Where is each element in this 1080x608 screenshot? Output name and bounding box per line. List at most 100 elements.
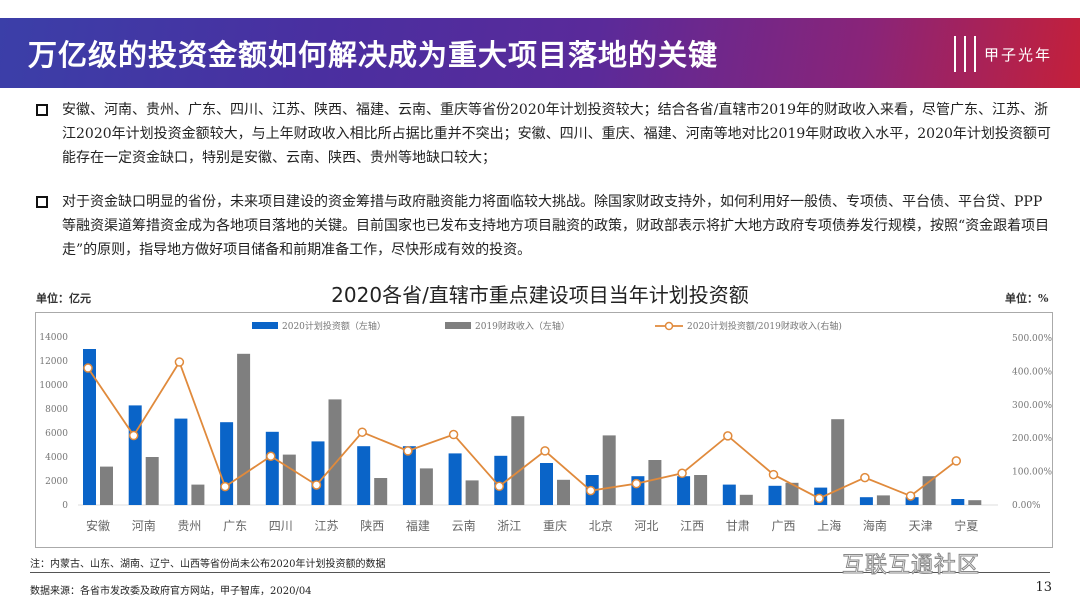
right-tick-label: 500.00%	[1012, 334, 1052, 344]
bar-2020-plan	[448, 453, 462, 505]
bar-2019-revenue	[831, 419, 845, 505]
left-tick-label: 6000	[45, 429, 68, 439]
bar-2020-plan	[540, 463, 553, 505]
legend-label: 2020计划投资额（左轴）	[282, 320, 386, 332]
category-label: 云南	[452, 518, 476, 533]
chart-frame	[35, 312, 1053, 548]
ratio-point	[768, 469, 779, 480]
category-label: 河北	[634, 519, 658, 533]
logo: 甲子光年	[953, 36, 1052, 72]
title-banner: 万亿级的投资金额如何解决成为重大项目落地的关键 甲子光年	[0, 18, 1080, 88]
checkbox-bullet-icon	[36, 196, 48, 208]
logo-text: 甲子光年	[983, 45, 1052, 64]
legend-label: 2019财政收入（左轴）	[475, 320, 570, 332]
ratio-point	[128, 430, 139, 441]
slide-title: 万亿级的投资金额如何解决成为重大项目落地的关键	[28, 38, 719, 72]
bar-2019-revenue	[237, 353, 251, 505]
category-label: 海南	[863, 518, 887, 533]
left-tick-label: 8000	[45, 405, 68, 415]
bullet-2: 对于资金缺口明显的省份，未来项目建设的资金筹措与政府融资能力将面临较大挑战。除国…	[36, 190, 1056, 262]
category-label: 安徽	[86, 518, 110, 533]
bar-2020-plan	[128, 405, 142, 505]
bar-2019-revenue	[694, 475, 708, 505]
ratio-point	[311, 480, 322, 490]
bar-2019-revenue	[922, 476, 936, 505]
bar-2019-revenue	[100, 466, 113, 505]
left-tick-label: 4000	[45, 453, 68, 463]
bar-2019-revenue	[328, 399, 342, 505]
category-label: 宁夏	[954, 518, 978, 533]
ratio-point	[814, 493, 824, 504]
category-label: 天津	[909, 519, 933, 533]
bar-2020-plan	[265, 431, 279, 505]
left-tick-label: 14000	[39, 333, 68, 343]
ratio-point	[723, 431, 733, 441]
legend-label: 2020计划投资额/2019财政收入(右轴)	[687, 320, 842, 332]
bullet-1: 安徽、河南、贵州、广东、四川、江苏、陕西、福建、云南、重庆等省份2020年计划投…	[36, 98, 1056, 170]
ratio-point	[83, 363, 93, 373]
bar-2020-plan	[220, 422, 234, 505]
left-unit-label: 单位：亿元	[36, 292, 91, 305]
ratio-point	[860, 472, 870, 483]
divider	[30, 572, 1050, 573]
category-label: 北京	[589, 519, 613, 533]
bar-2019-revenue	[968, 500, 982, 505]
bar-2019-revenue	[145, 457, 159, 505]
ratio-point	[266, 451, 276, 461]
category-label: 重庆	[543, 519, 567, 533]
bar-2020-plan	[722, 484, 736, 505]
category-label: 江西	[680, 519, 704, 533]
footnote: 注：内蒙古、山东、湖南、辽宁、山西等省份尚未公布2020年计划投资额的数据	[30, 559, 386, 570]
bar-2020-plan	[357, 446, 371, 505]
bar-2019-revenue	[419, 468, 433, 505]
bar-2019-revenue	[648, 460, 662, 505]
bar-2020-plan	[859, 497, 873, 505]
ratio-point	[585, 485, 596, 496]
bar-2020-plan	[951, 499, 965, 505]
bar-2019-revenue	[876, 495, 890, 505]
bar-2019-revenue	[557, 479, 570, 505]
legend-swatch-2019-revenue	[445, 322, 471, 329]
ratio-point	[220, 481, 230, 492]
bar-2019-revenue	[282, 454, 296, 505]
bullet-text: 对于资金缺口明显的省份，未来项目建设的资金筹措与政府融资能力将面临较大挑战。除国…	[62, 194, 1050, 258]
bar-2020-plan	[677, 476, 691, 505]
bar-2020-plan	[768, 485, 782, 505]
ratio-point	[631, 478, 642, 489]
ratio-point	[448, 429, 459, 440]
bar-2020-plan	[174, 418, 188, 505]
ratio-point	[174, 357, 185, 367]
bar-2019-revenue	[465, 480, 479, 505]
category-label: 贵州	[177, 519, 201, 533]
ratio-point	[403, 446, 413, 456]
category-label: 上海	[817, 518, 841, 533]
category-label: 甘肃	[726, 519, 750, 533]
left-tick-label: 2000	[45, 477, 68, 487]
ratio-point	[677, 468, 687, 479]
ratio-point	[540, 446, 550, 456]
bar-2019-revenue	[511, 416, 525, 505]
bar-2019-revenue	[785, 482, 799, 505]
right-tick-label: 400.00%	[1012, 367, 1052, 377]
checkbox-bullet-icon	[36, 104, 48, 116]
category-label: 河南	[132, 518, 156, 533]
bar-2019-revenue	[191, 484, 205, 505]
bar-2019-revenue	[602, 435, 616, 505]
right-tick-label: 100.00%	[1012, 468, 1052, 478]
ratio-point	[905, 491, 916, 501]
ratio-point	[494, 481, 505, 492]
right-tick-label: 200.00%	[1012, 434, 1052, 444]
category-label: 陕西	[360, 518, 384, 533]
right-tick-label: 0.00%	[1012, 501, 1041, 511]
legend-marker-ratio	[664, 321, 674, 331]
left-tick-label: 12000	[39, 357, 68, 367]
category-label: 广东	[223, 519, 247, 533]
bar-2020-plan	[905, 497, 919, 505]
category-label: 浙江	[497, 519, 521, 533]
category-label: 江苏	[314, 519, 338, 533]
ratio-point	[951, 456, 962, 466]
right-tick-label: 300.00%	[1012, 401, 1052, 411]
logo-mark-icon	[953, 36, 976, 72]
bar-2020-plan	[494, 455, 508, 505]
